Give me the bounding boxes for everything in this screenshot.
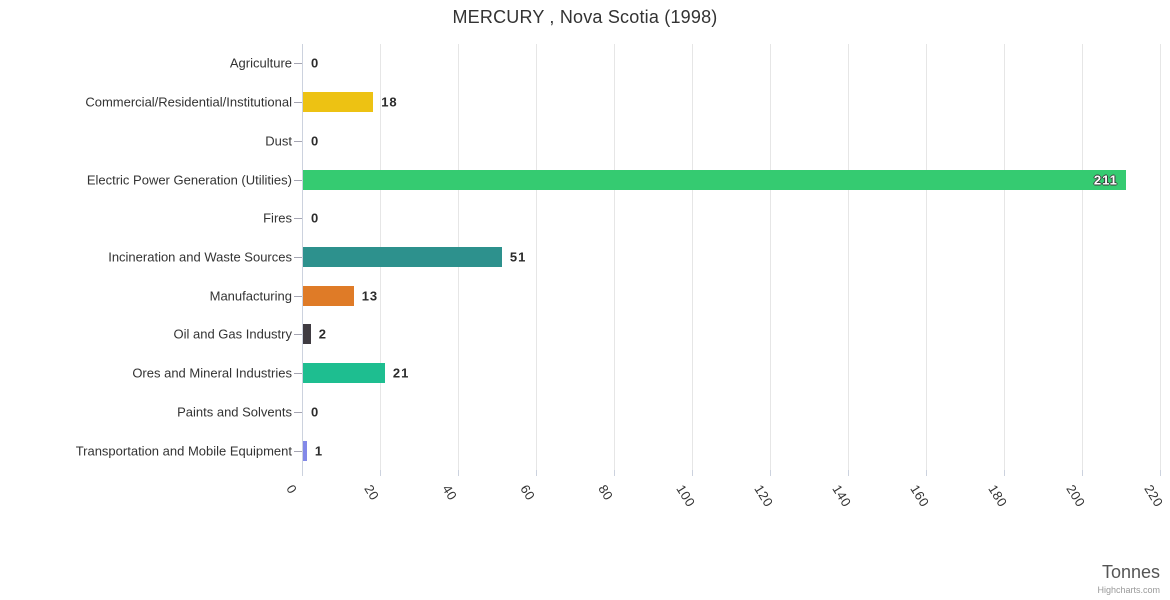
x-gridline <box>848 44 849 470</box>
category-axis-tick <box>294 102 302 104</box>
x-axis-title: Tonnes <box>1101 562 1160 582</box>
category-axis-line <box>302 44 303 470</box>
x-gridline <box>1082 44 1083 470</box>
category-label-dust: Dust <box>265 133 292 149</box>
x-axis-tick-label: 0 <box>283 482 301 497</box>
category-axis-tick <box>294 411 302 413</box>
x-gridline <box>614 44 615 470</box>
bar-oil-and-gas-industry[interactable] <box>303 324 311 345</box>
category-axis-tick <box>294 450 302 452</box>
category-label-electric-power-generation-utilities: Electric Power Generation (Utilities) <box>86 172 292 188</box>
x-axis-tick-label: 120 <box>751 482 777 510</box>
x-axis-tick <box>926 470 927 476</box>
bar-ores-and-mineral-industries[interactable] <box>303 363 385 384</box>
x-axis-tick <box>536 470 537 476</box>
x-axis-tick-label: 180 <box>985 482 1011 510</box>
highcharts-credits-link[interactable]: Highcharts.com <box>1097 585 1160 595</box>
x-axis-tick <box>380 470 381 476</box>
x-axis-tick-label: 140 <box>829 482 855 510</box>
x-axis-tick-label: 80 <box>595 482 617 504</box>
category-axis-tick <box>294 179 302 181</box>
category-label-agriculture: Agriculture <box>229 55 292 71</box>
category-axis-tick <box>294 334 302 336</box>
category-label-commercial-residential-institutional: Commercial/Residential/Institutional <box>85 94 292 110</box>
x-axis-tick <box>848 470 849 476</box>
x-axis-tick-label: 160 <box>907 482 933 510</box>
value-label-paints-and-solvents: 0 <box>311 404 320 420</box>
x-axis-tick-label: 220 <box>1141 482 1167 510</box>
x-axis-tick <box>692 470 693 476</box>
category-label-transportation-and-mobile-equipment: Transportation and Mobile Equipment <box>75 443 292 459</box>
value-label-dust: 0 <box>311 133 320 149</box>
value-label-fires: 0 <box>311 210 320 226</box>
value-label-transportation-and-mobile-equipment: 1 <box>314 443 324 459</box>
category-label-fires: Fires <box>263 210 292 226</box>
category-label-manufacturing: Manufacturing <box>209 288 292 304</box>
bar-incineration-and-waste-sources[interactable] <box>303 247 502 267</box>
x-gridline <box>770 44 771 470</box>
bar-manufacturing[interactable] <box>303 285 354 306</box>
value-label-ores-and-mineral-industries: 21 <box>392 365 410 381</box>
x-axis-tick-label: 20 <box>361 482 383 504</box>
category-axis-tick <box>294 257 302 258</box>
x-axis-tick <box>302 470 303 476</box>
x-gridline <box>536 44 537 470</box>
x-axis-tick <box>1082 470 1083 476</box>
category-label-paints-and-solvents: Paints and Solvents <box>177 404 292 420</box>
x-axis-tick-label: 200 <box>1063 482 1089 510</box>
value-label-oil-and-gas-industry: 2 <box>318 326 328 342</box>
x-axis-tick <box>458 470 459 476</box>
bar-transportation-and-mobile-equipment[interactable] <box>303 440 307 461</box>
category-label-oil-and-gas-industry: Oil and Gas Industry <box>173 326 293 342</box>
category-axis-tick <box>294 373 302 375</box>
bar-commercial-residential-institutional[interactable] <box>303 92 374 113</box>
x-axis-tick-label: 100 <box>673 482 699 510</box>
category-axis-tick <box>294 63 302 65</box>
x-gridline <box>1160 44 1161 470</box>
x-axis-tick-label: 40 <box>439 482 461 504</box>
category-label-incineration-and-waste-sources: Incineration and Waste Sources <box>108 249 292 265</box>
value-label-commercial-residential-institutional: 18 <box>381 94 398 110</box>
value-label-agriculture: 0 <box>311 55 320 71</box>
x-axis-tick <box>1160 470 1161 476</box>
chart-title: MERCURY , Nova Scotia (1998) <box>452 7 718 27</box>
x-axis-tick <box>614 470 615 476</box>
category-axis-tick <box>294 218 302 220</box>
x-axis-tick <box>1004 470 1005 476</box>
value-label-incineration-and-waste-sources: 51 <box>509 249 527 265</box>
x-gridline <box>926 44 927 470</box>
value-label-electric-power-generation-utilities: 211 <box>1093 172 1118 188</box>
x-gridline <box>1004 44 1005 470</box>
category-label-ores-and-mineral-industries: Ores and Mineral Industries <box>132 365 292 381</box>
x-axis-tick-label: 60 <box>517 482 539 504</box>
category-axis-tick <box>294 295 302 297</box>
x-axis-tick <box>770 470 771 476</box>
value-label-manufacturing: 13 <box>361 288 379 304</box>
bar-electric-power-generation-utilities[interactable] <box>303 169 1126 190</box>
x-gridline <box>692 44 693 470</box>
category-axis-tick <box>294 140 302 142</box>
